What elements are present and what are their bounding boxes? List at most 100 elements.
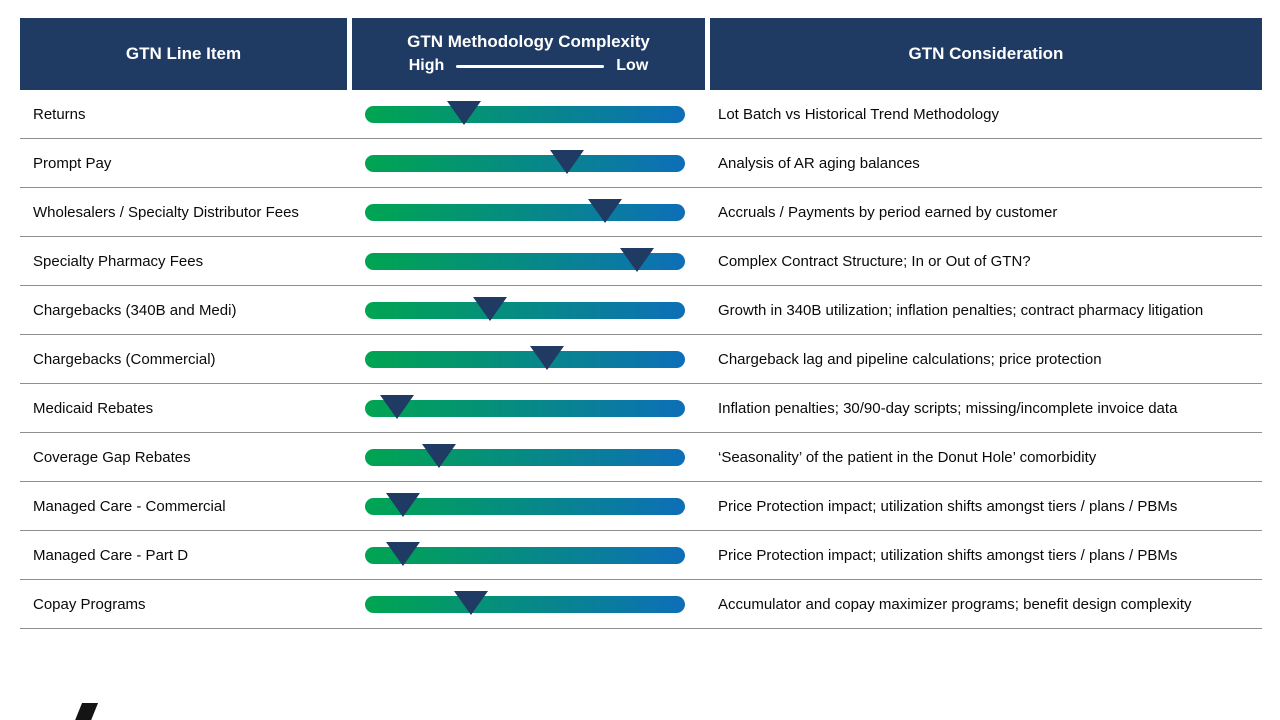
table-row: Chargebacks (340B and Medi) Growth in 34… (20, 286, 1262, 335)
gradient-bar (365, 595, 685, 613)
complexity-cell (352, 139, 705, 187)
line-item-label: Copay Programs (33, 595, 146, 613)
line-item-cell: Coverage Gap Rebates (20, 433, 347, 481)
complexity-bar (365, 541, 685, 566)
complexity-bar (365, 247, 685, 272)
consideration-text: Price Protection impact; utilization shi… (718, 546, 1178, 564)
complexity-bar (365, 345, 685, 370)
scale-line (456, 65, 605, 69)
table-row: Returns Lot Batch vs Historical Trend Me… (20, 90, 1262, 139)
table-row: Coverage Gap Rebates ‘Seasonality’ of th… (20, 433, 1262, 482)
consideration-cell: Growth in 340B utilization; inflation pe… (710, 286, 1262, 334)
consideration-cell: Analysis of AR aging balances (710, 139, 1262, 187)
complexity-marker-icon (421, 443, 456, 468)
line-item-cell: Copay Programs (20, 580, 347, 628)
line-item-cell: Chargebacks (340B and Medi) (20, 286, 347, 334)
complexity-marker-icon (530, 345, 565, 370)
complexity-bar (365, 590, 685, 615)
header-consideration: GTN Consideration (710, 18, 1262, 90)
complexity-bar (365, 492, 685, 517)
gradient-bar (365, 350, 685, 368)
line-item-label: Chargebacks (340B and Medi) (33, 301, 237, 319)
complexity-cell (352, 580, 705, 628)
gradient-bar (365, 252, 685, 270)
header-complexity: GTN Methodology Complexity High Low (352, 18, 705, 90)
complexity-cell (352, 335, 705, 383)
header-complexity-title: GTN Methodology Complexity (407, 32, 650, 52)
gradient-bar (365, 154, 685, 172)
complexity-cell (352, 237, 705, 285)
line-item-cell: Prompt Pay (20, 139, 347, 187)
consideration-text: Complex Contract Structure; In or Out of… (718, 252, 1031, 270)
consideration-cell: Price Protection impact; utilization shi… (710, 482, 1262, 530)
complexity-scale-legend: High Low (409, 56, 649, 77)
complexity-cell (352, 433, 705, 481)
line-item-cell: Medicaid Rebates (20, 384, 347, 432)
gtn-table: GTN Line Item GTN Methodology Complexity… (20, 18, 1262, 629)
consideration-cell: Accruals / Payments by period earned by … (710, 188, 1262, 236)
table-row: Managed Care - Commercial Price Protecti… (20, 482, 1262, 531)
complexity-marker-icon (549, 149, 584, 174)
complexity-marker-icon (588, 198, 622, 223)
table-row: Copay Programs Accumulator and copay max… (20, 580, 1262, 629)
gradient-bar (365, 448, 685, 466)
gradient-bar (365, 301, 685, 319)
consideration-text: Accumulator and copay maximizer programs… (718, 595, 1192, 613)
consideration-cell: Accumulator and copay maximizer programs… (710, 580, 1262, 628)
line-item-label: Returns (33, 105, 86, 123)
gradient-bar (365, 546, 685, 564)
complexity-marker-icon (386, 541, 421, 566)
gradient-bar (365, 399, 685, 417)
complexity-marker-icon (472, 296, 507, 321)
consideration-cell: Complex Contract Structure; In or Out of… (710, 237, 1262, 285)
consideration-cell: Lot Batch vs Historical Trend Methodolog… (710, 90, 1262, 138)
complexity-cell (352, 286, 705, 334)
table-row: Wholesalers / Specialty Distributor Fees… (20, 188, 1262, 237)
line-item-cell: Chargebacks (Commercial) (20, 335, 347, 383)
complexity-cell (352, 384, 705, 432)
consideration-cell: Inflation penalties; 30/90-day scripts; … (710, 384, 1262, 432)
consideration-cell: Price Protection impact; utilization shi… (710, 531, 1262, 579)
line-item-cell: Managed Care - Commercial (20, 482, 347, 530)
gradient-bar (365, 105, 685, 123)
table-row: Medicaid Rebates Inflation penalties; 30… (20, 384, 1262, 433)
complexity-marker-icon (620, 247, 654, 272)
consideration-text: Lot Batch vs Historical Trend Methodolog… (718, 105, 999, 123)
complexity-cell (352, 482, 705, 530)
complexity-cell (352, 531, 705, 579)
complexity-cell (352, 90, 705, 138)
consideration-cell: ‘Seasonality’ of the patient in the Donu… (710, 433, 1262, 481)
line-item-label: Coverage Gap Rebates (33, 448, 191, 466)
line-item-label: Specialty Pharmacy Fees (33, 252, 204, 270)
consideration-text: Chargeback lag and pipeline calculations… (718, 350, 1102, 368)
table-row: Specialty Pharmacy Fees Complex Contract… (20, 237, 1262, 286)
scale-high-label: High (408, 57, 445, 75)
complexity-marker-icon (380, 394, 414, 419)
complexity-cell (352, 188, 705, 236)
gradient-bar (365, 497, 685, 515)
gradient-bar (365, 203, 685, 221)
table-row: Chargebacks (Commercial) Chargeback lag … (20, 335, 1262, 384)
line-item-label: Prompt Pay (33, 154, 112, 172)
complexity-marker-icon (447, 100, 482, 125)
table-body: Returns Lot Batch vs Historical Trend Me… (20, 90, 1262, 629)
consideration-text: ‘Seasonality’ of the patient in the Donu… (718, 448, 1097, 466)
line-item-label: Wholesalers / Specialty Distributor Fees (33, 203, 299, 221)
line-item-label: Chargebacks (Commercial) (33, 350, 216, 368)
line-item-cell: Returns (20, 90, 347, 138)
consideration-text: Inflation penalties; 30/90-day scripts; … (718, 399, 1178, 417)
consideration-text: Growth in 340B utilization; inflation pe… (718, 301, 1204, 319)
complexity-bar (365, 394, 685, 419)
line-item-label: Medicaid Rebates (33, 399, 154, 417)
complexity-marker-icon (386, 492, 421, 517)
consideration-cell: Chargeback lag and pipeline calculations… (710, 335, 1262, 383)
page-artifact (73, 703, 99, 720)
line-item-label: Managed Care - Part D (33, 546, 189, 564)
complexity-bar (365, 149, 685, 174)
complexity-bar (365, 443, 685, 468)
header-consideration-label: GTN Consideration (908, 43, 1064, 63)
line-item-cell: Wholesalers / Specialty Distributor Fees (20, 188, 347, 236)
table-row: Managed Care - Part D Price Protection i… (20, 531, 1262, 580)
table-header-row: GTN Line Item GTN Methodology Complexity… (20, 18, 1262, 90)
